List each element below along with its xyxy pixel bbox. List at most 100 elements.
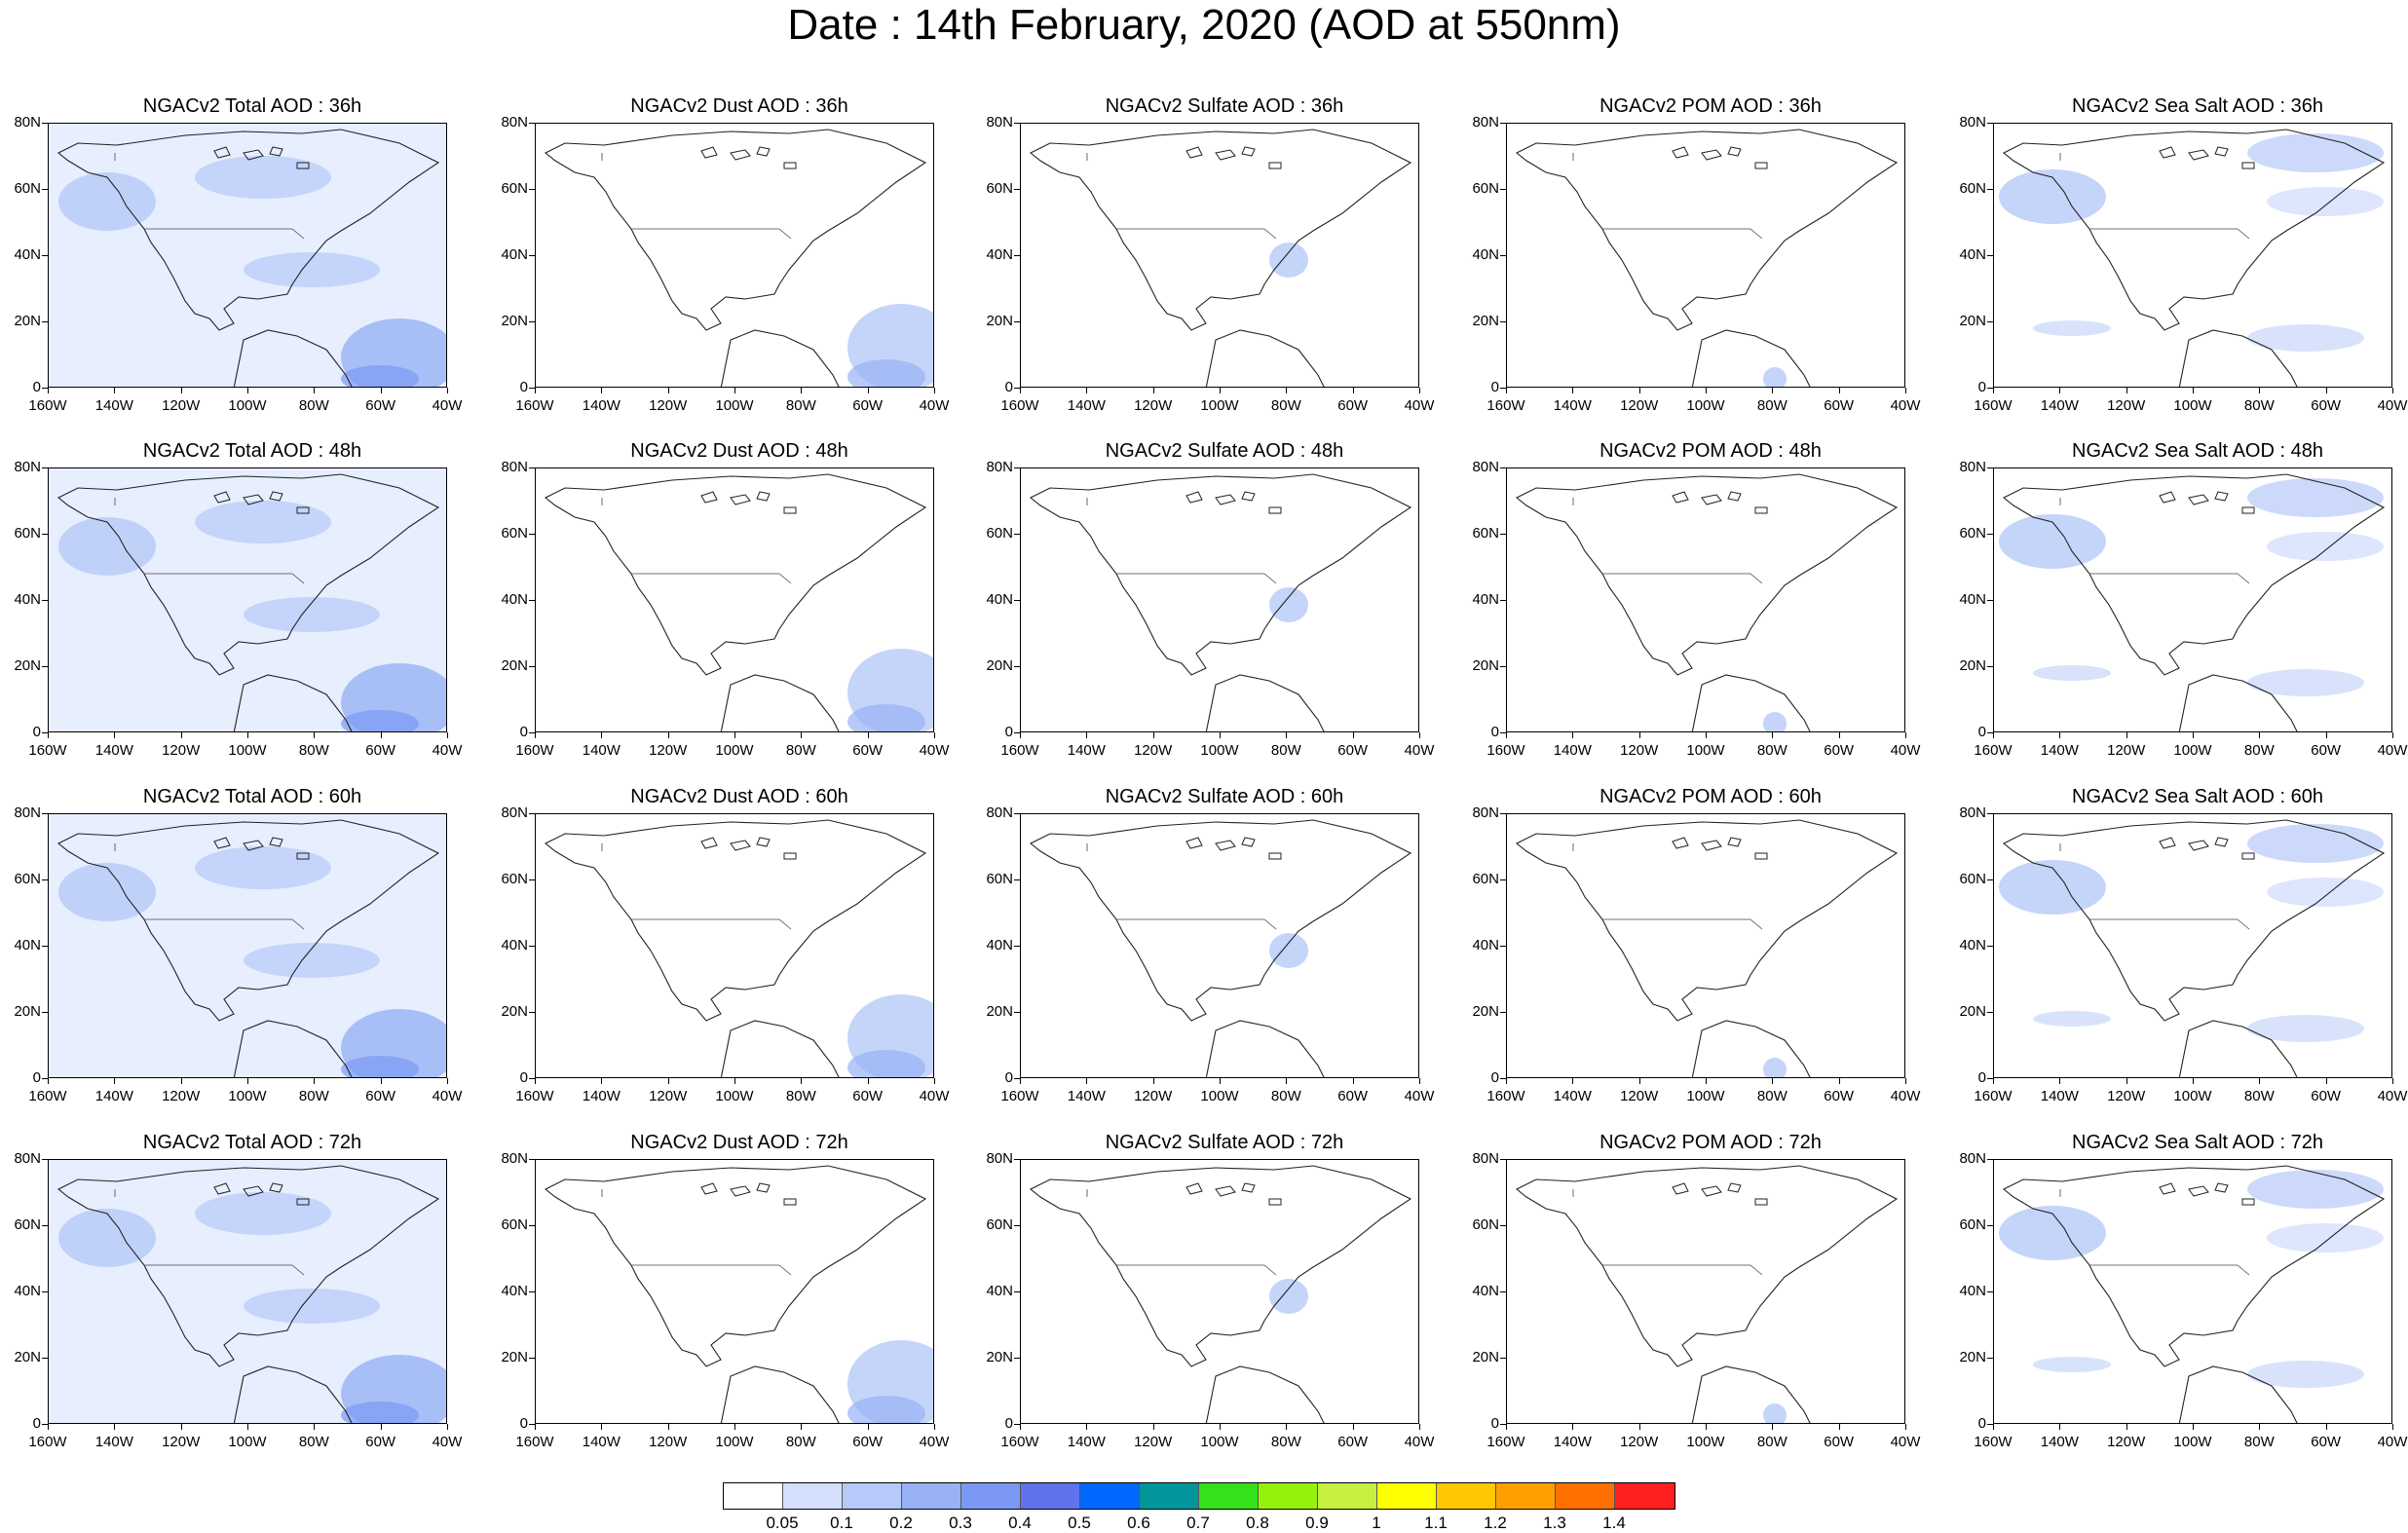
lon-tick-label: 80W xyxy=(298,742,329,759)
lon-tick-label: 120W xyxy=(1620,397,1659,414)
lat-tick-label: 20N xyxy=(986,1349,1013,1365)
lon-tick xyxy=(447,1424,448,1430)
lon-tick xyxy=(1419,1424,1420,1430)
arctic-islands xyxy=(1185,491,1282,514)
coastline xyxy=(2002,1165,2386,1367)
lat-tick-label: 0 xyxy=(519,724,528,740)
lat-tick xyxy=(529,1159,535,1160)
lon-tick-label: 40W xyxy=(1404,1434,1435,1450)
lat-tick-label: 40N xyxy=(14,246,41,263)
lat-tick xyxy=(42,388,48,389)
lon-tick-label: 40W xyxy=(432,742,463,759)
lat-tick xyxy=(42,813,48,814)
figure-title: Date : 14th February, 2020 (AOD at 550nm… xyxy=(787,1,1621,49)
colorbar-box xyxy=(1080,1483,1140,1509)
lon-tick xyxy=(1993,1424,1994,1430)
lon-tick xyxy=(1572,388,1574,393)
country-border xyxy=(1572,1189,1763,1276)
panel-title: NGACv2 Sulfate AOD : 72h xyxy=(1105,1132,1344,1153)
lon-tick xyxy=(1506,732,1507,738)
lat-tick xyxy=(1987,879,1993,880)
lon-tick xyxy=(1838,1424,1840,1430)
lat-tick xyxy=(529,467,535,468)
lon-tick xyxy=(1572,1424,1574,1430)
colorbar-box xyxy=(783,1483,843,1509)
lat-tick xyxy=(1014,255,1020,256)
lon-tick xyxy=(1152,388,1154,393)
south-america-coastline xyxy=(720,674,840,731)
lon-tick xyxy=(114,1078,116,1084)
lat-tick-label: 80N xyxy=(1959,114,1986,131)
lat-tick-label: 0 xyxy=(519,1415,528,1432)
arctic-islands xyxy=(700,146,797,169)
lat-tick-label: 20N xyxy=(986,657,1013,674)
map-panel-dust-3: NGACv2 Dust AOD : 72h 80N 60N 40N 20N 0 160W 14… xyxy=(501,1132,949,1490)
lon-tick xyxy=(48,1424,49,1430)
lat-tick-label: 40N xyxy=(501,1283,528,1299)
panel-title: NGACv2 Sea Salt AOD : 60h xyxy=(2072,786,2323,807)
map-panel-pom-2: NGACv2 POM AOD : 60h 80N 60N 40N 20N 0 160W 140… xyxy=(1472,786,1920,1144)
lon-tick xyxy=(1506,1078,1507,1084)
aod-shading xyxy=(58,517,156,576)
colorbar-box xyxy=(1496,1483,1556,1509)
panel-title: NGACv2 Total AOD : 60h xyxy=(142,786,362,807)
lon-tick-label: 100W xyxy=(228,1088,267,1104)
coastline xyxy=(1029,473,1412,676)
colorbar-label: 1.1 xyxy=(1424,1514,1448,1532)
lon-tick-label: 60W xyxy=(365,1434,396,1450)
lat-tick-label: 0 xyxy=(32,379,41,395)
lon-tick xyxy=(1220,732,1221,738)
map-panel-total-0: NGACv2 Total AOD : 36h 80N 60N 40N 20N 0 160W 1… xyxy=(14,95,462,454)
lon-tick-label: 60W xyxy=(1824,397,1855,414)
lat-tick-label: 80N xyxy=(986,114,1013,131)
country-border xyxy=(2059,498,2250,584)
lon-tick-label: 40W xyxy=(1890,397,1921,414)
lon-tick-label: 140W xyxy=(2040,397,2079,414)
country-border xyxy=(2059,1189,2250,1276)
lon-tick-label: 160W xyxy=(515,742,554,759)
aod-shading xyxy=(847,704,925,731)
map-plot-area xyxy=(1993,813,2392,1078)
map-plot-area xyxy=(1020,813,1419,1078)
lon-tick xyxy=(535,1424,536,1430)
lon-tick xyxy=(1020,732,1021,738)
lat-tick xyxy=(1500,879,1506,880)
lat-tick xyxy=(1500,1225,1506,1226)
lat-tick-label: 0 xyxy=(1977,1069,1986,1086)
lon-tick xyxy=(1086,732,1088,738)
south-america-coastline xyxy=(1691,329,1811,387)
lat-tick-label: 40N xyxy=(14,591,41,608)
lon-tick-label: 80W xyxy=(785,742,816,759)
lon-tick-label: 160W xyxy=(515,397,554,414)
colorbar-box xyxy=(1199,1483,1259,1509)
aod-shading xyxy=(341,365,419,387)
lon-tick-label: 120W xyxy=(1620,742,1659,759)
coastline xyxy=(1515,1165,1899,1367)
lat-tick-label: 60N xyxy=(501,1216,528,1233)
lon-tick xyxy=(48,388,49,393)
colorbar-box xyxy=(724,1483,783,1509)
lon-tick-label: 160W xyxy=(1486,397,1525,414)
lat-tick-label: 80N xyxy=(1959,1150,1986,1167)
lat-tick xyxy=(1987,1291,1993,1292)
map-panel-sulfate-2: NGACv2 Sulfate AOD : 60h 80N 60N 40N 20N 0 160… xyxy=(986,786,1434,1144)
colorbar-box xyxy=(1377,1483,1437,1509)
colorbar-label: 0.5 xyxy=(1068,1514,1091,1532)
map-panel-dust-1: NGACv2 Dust AOD : 48h 80N 60N 40N 20N 0 160W 14… xyxy=(501,440,949,799)
lon-tick-label: 40W xyxy=(919,1434,950,1450)
map-panel-total-2: NGACv2 Total AOD : 60h 80N 60N 40N 20N 0 160W 1… xyxy=(14,786,462,1144)
colorbar-box xyxy=(1615,1483,1674,1509)
south-america-coastline xyxy=(233,674,353,731)
lat-tick xyxy=(1987,732,1993,733)
aod-shading xyxy=(195,846,331,889)
lon-tick-label: 80W xyxy=(1270,742,1301,759)
lat-tick-label: 60N xyxy=(986,180,1013,197)
lat-tick xyxy=(1014,666,1020,667)
lat-tick xyxy=(42,1078,48,1079)
lon-tick-label: 120W xyxy=(162,1088,201,1104)
lat-tick xyxy=(529,666,535,667)
lat-tick-label: 20N xyxy=(1959,657,1986,674)
lat-tick-label: 20N xyxy=(14,657,41,674)
lon-tick xyxy=(535,388,536,393)
lon-tick xyxy=(535,732,536,738)
